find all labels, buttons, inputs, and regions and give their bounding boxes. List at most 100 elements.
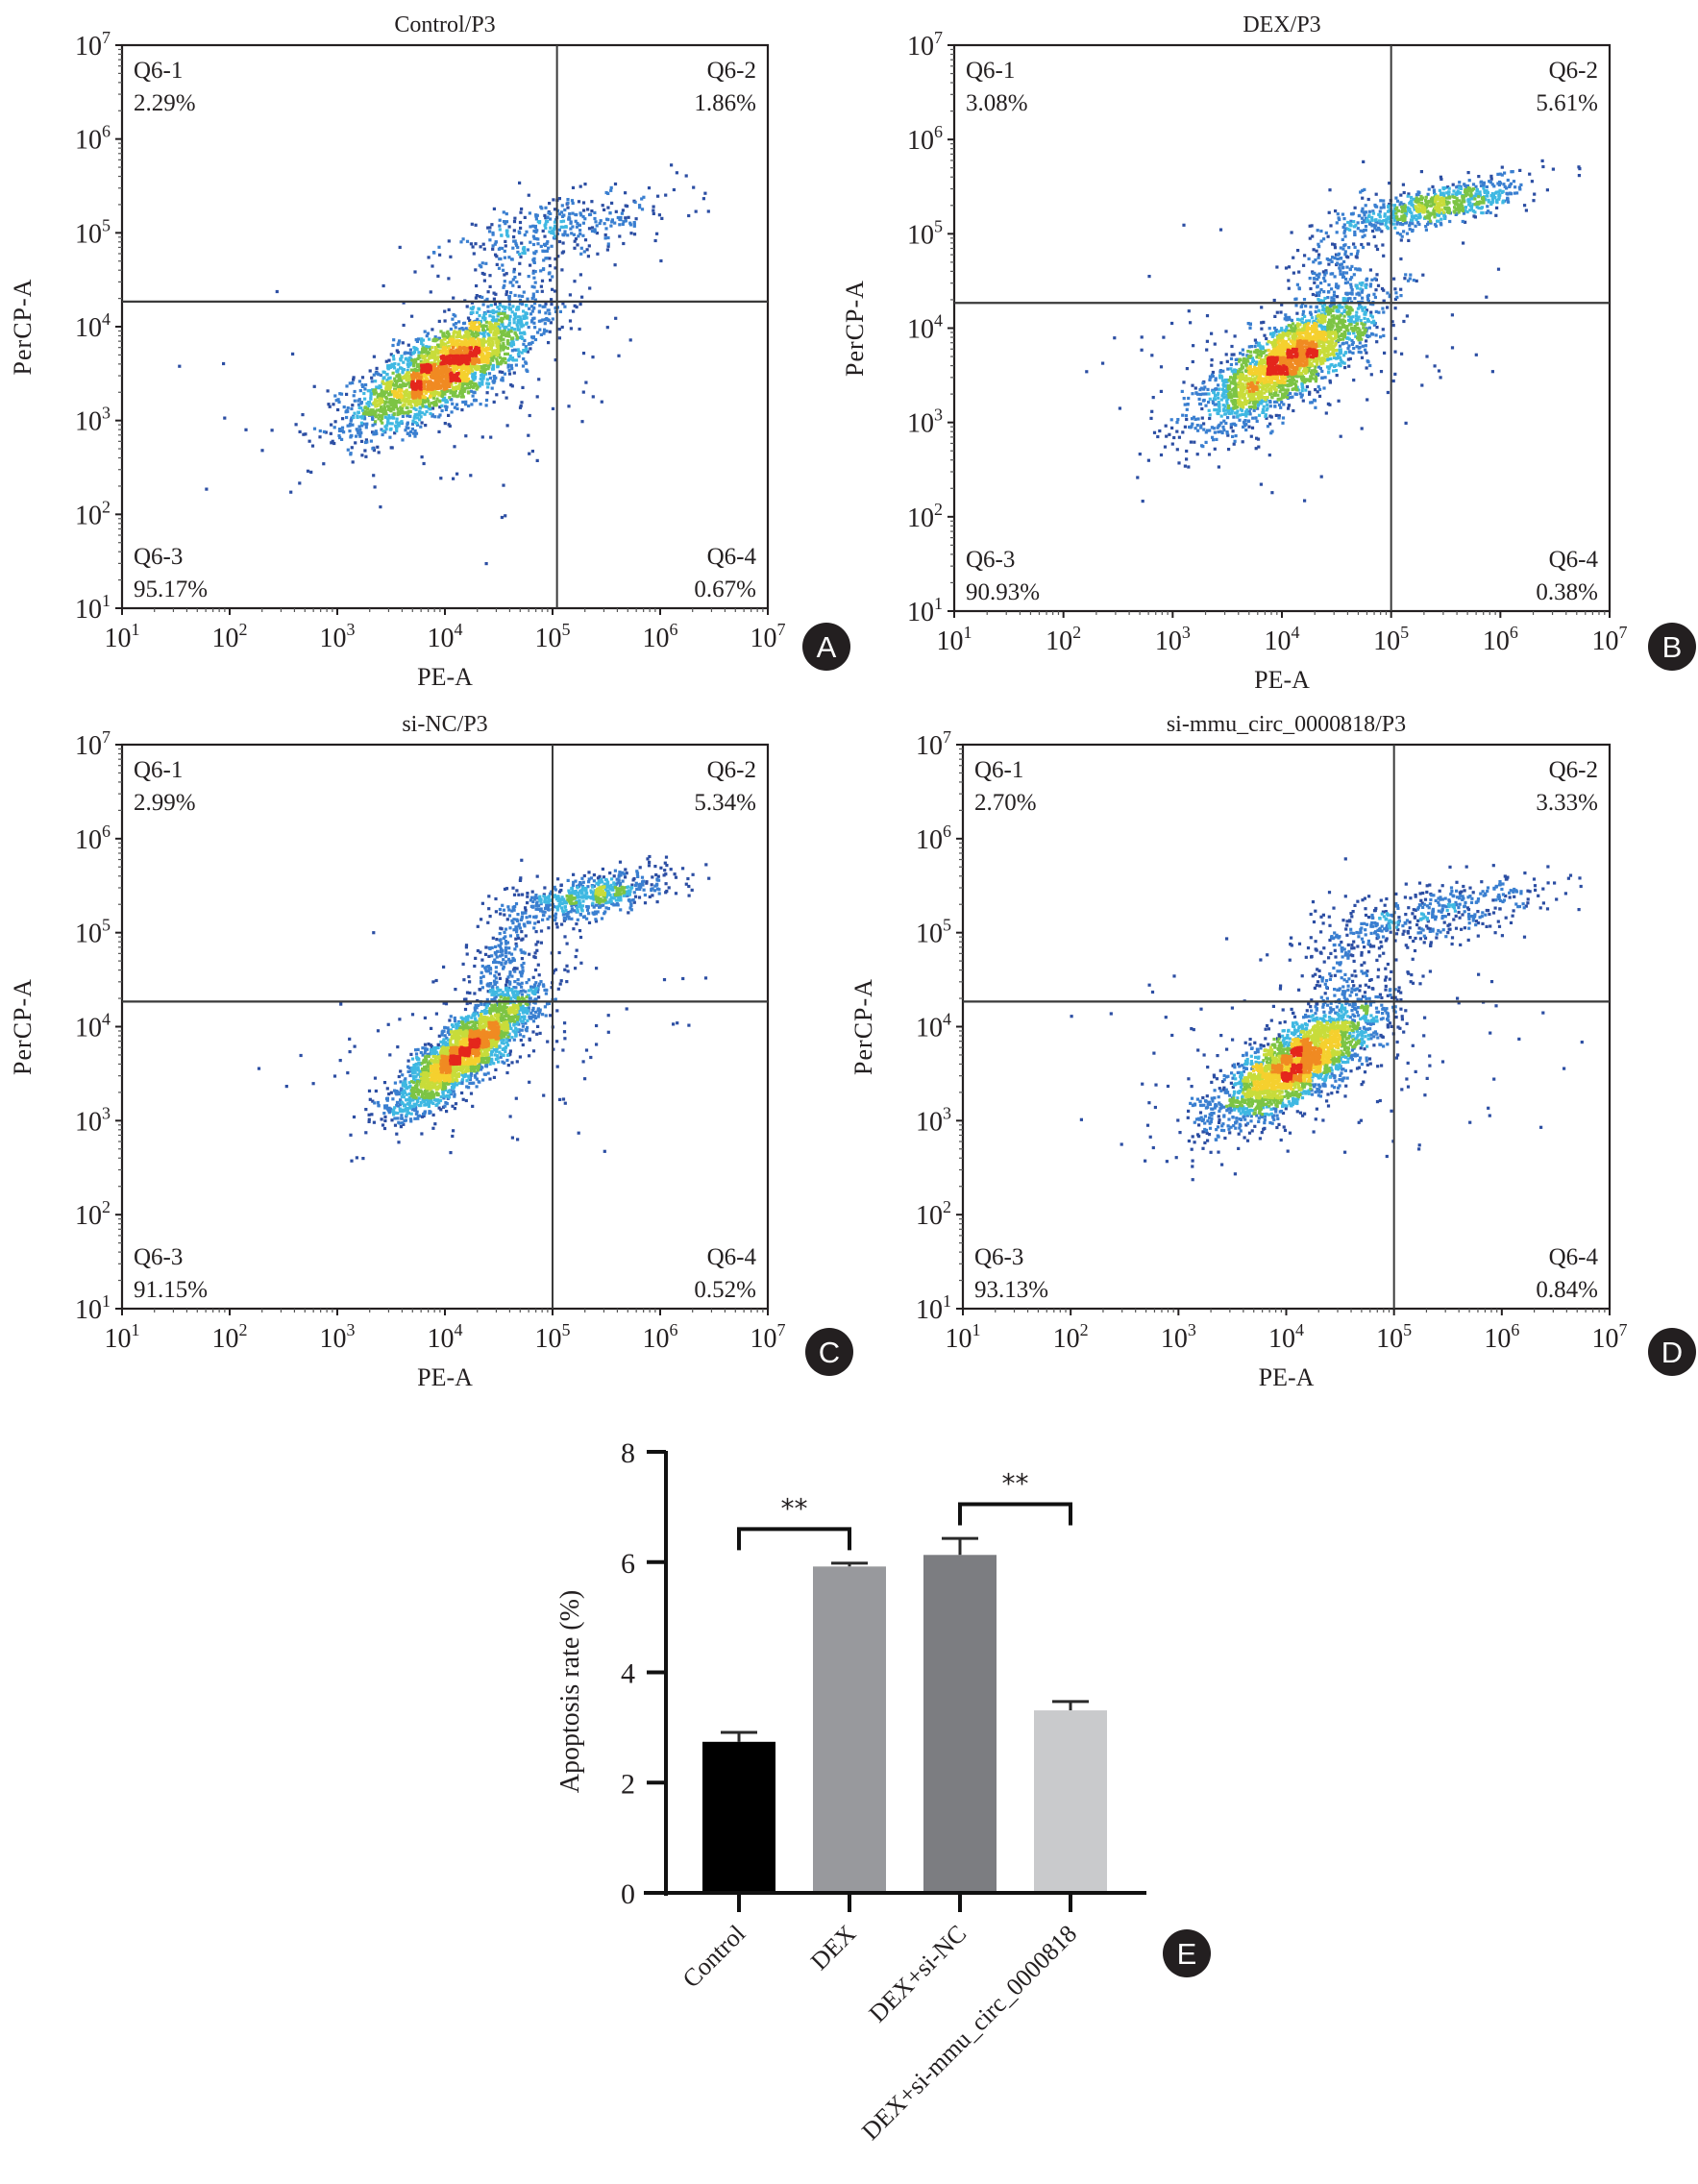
event-point	[1287, 382, 1291, 387]
event-point	[1255, 356, 1259, 359]
event-point	[500, 322, 504, 326]
event-point	[535, 213, 539, 217]
event-point	[1370, 321, 1374, 325]
event-point	[507, 303, 511, 307]
event-point	[1243, 410, 1248, 414]
event-point	[539, 319, 543, 323]
event-point	[406, 351, 410, 355]
event-point	[1376, 221, 1380, 225]
event-point	[291, 352, 295, 356]
event-point	[449, 357, 453, 361]
event-point	[524, 313, 528, 317]
y-tick-label: 102	[75, 497, 111, 530]
event-point	[1363, 331, 1366, 335]
event-point	[1345, 281, 1349, 284]
event-point	[446, 345, 450, 349]
event-point	[493, 380, 497, 383]
event-point	[486, 226, 490, 230]
event-point	[460, 408, 464, 412]
event-point	[581, 390, 585, 394]
event-point	[1187, 396, 1191, 401]
event-point	[1241, 412, 1244, 416]
event-point	[496, 306, 500, 309]
event-point	[430, 361, 433, 365]
event-point	[619, 215, 623, 220]
event-point	[469, 365, 473, 369]
event-point	[387, 358, 391, 362]
event-point	[515, 323, 519, 327]
event-point	[447, 307, 451, 311]
event-point	[430, 401, 433, 405]
event-point	[433, 386, 437, 390]
event-point	[1335, 352, 1339, 356]
event-point	[528, 452, 531, 455]
event-point	[446, 353, 450, 356]
event-point	[1380, 286, 1385, 291]
event-point	[1380, 230, 1384, 233]
event-point	[517, 253, 522, 257]
event-point	[470, 222, 474, 226]
event-point	[581, 201, 586, 205]
event-point	[604, 227, 608, 231]
event-point	[1410, 195, 1414, 200]
event-point	[491, 311, 495, 315]
event-point	[535, 395, 539, 399]
event-point	[1221, 383, 1225, 387]
event-point	[1287, 286, 1291, 290]
event-point	[488, 314, 492, 318]
event-point	[1360, 283, 1364, 287]
event-point	[1317, 275, 1320, 279]
event-point	[369, 439, 373, 443]
event-point	[1291, 395, 1294, 399]
event-point	[1348, 228, 1352, 232]
event-point	[471, 339, 475, 343]
event-point	[533, 281, 537, 284]
event-point	[1159, 365, 1164, 369]
event-point	[1468, 201, 1472, 205]
event-point	[1379, 370, 1384, 374]
event-point	[1289, 383, 1292, 387]
event-point	[392, 416, 396, 420]
event-point	[1426, 216, 1430, 220]
scatter-points	[1085, 159, 1582, 503]
event-point	[395, 429, 399, 433]
event-point	[1289, 391, 1292, 396]
event-point	[372, 388, 376, 392]
event-point	[1260, 321, 1264, 325]
event-point	[1415, 218, 1418, 222]
event-point	[1313, 281, 1317, 284]
event-point	[1220, 379, 1224, 382]
event-point	[1360, 322, 1364, 326]
event-point	[1359, 190, 1363, 194]
event-point	[571, 225, 575, 229]
event-point	[1381, 328, 1385, 331]
event-point	[476, 333, 480, 337]
event-point	[1277, 403, 1282, 407]
event-point	[462, 370, 466, 375]
event-point	[351, 423, 355, 427]
event-point	[440, 351, 444, 355]
event-point	[1363, 213, 1366, 217]
event-point	[528, 211, 531, 215]
event-point	[504, 360, 507, 365]
event-point	[1364, 285, 1368, 289]
event-point	[1156, 434, 1160, 439]
event-point	[507, 321, 512, 325]
event-point	[454, 366, 457, 370]
event-point	[1393, 350, 1397, 354]
event-point	[515, 307, 519, 311]
event-point	[1341, 271, 1345, 275]
event-point	[373, 403, 378, 406]
event-point	[523, 246, 527, 250]
event-point	[560, 268, 564, 272]
event-point	[1152, 430, 1157, 434]
event-point	[442, 390, 446, 394]
event-point	[1400, 205, 1404, 209]
event-point	[1428, 211, 1432, 215]
event-point	[586, 208, 590, 211]
event-point	[434, 348, 438, 352]
event-point	[474, 296, 478, 300]
event-point	[1320, 305, 1325, 308]
event-point	[1342, 308, 1347, 312]
event-point	[1406, 194, 1410, 198]
